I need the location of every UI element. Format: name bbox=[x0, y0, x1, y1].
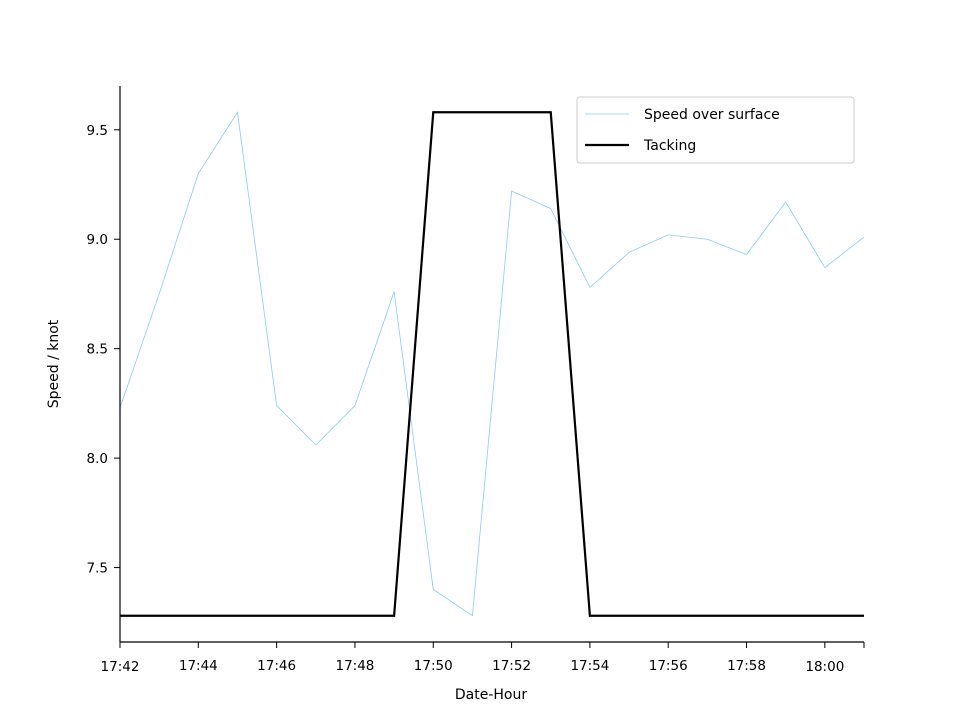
y-tick-label: 9.0 bbox=[87, 232, 108, 248]
series-line-2 bbox=[120, 111, 864, 617]
x-tick-label: 17:46 bbox=[257, 658, 296, 674]
x-tick-label: 17:54 bbox=[570, 658, 609, 674]
axes-layer: 17:42 17:44 17:46 17:48 17:50 17:52 17:54 17:56… bbox=[87, 86, 865, 675]
y-tick-label: 9.5 bbox=[87, 123, 108, 139]
legend-label-2: Tacking bbox=[643, 138, 696, 154]
x-tick-label: 17:50 bbox=[414, 658, 453, 674]
x-tick-label: 17:48 bbox=[335, 658, 374, 674]
x-tick-label: 18:00 bbox=[805, 659, 844, 675]
legend-frame bbox=[576, 96, 855, 164]
x-tick-label: 17:56 bbox=[649, 658, 688, 674]
x-tick-label: 17:52 bbox=[492, 658, 531, 674]
series-line-1 bbox=[119, 111, 865, 617]
x-axis-label: Date-Hour bbox=[455, 687, 527, 703]
y-axis-label: Speed / knot bbox=[46, 319, 62, 408]
legend-label-1: Speed over surface bbox=[644, 107, 780, 123]
y-tick-label: 8.5 bbox=[87, 342, 108, 358]
y-tick-label: 7.5 bbox=[87, 561, 108, 577]
y-tick-label: 8.0 bbox=[87, 451, 108, 467]
x-tick-label: 17:58 bbox=[727, 658, 766, 674]
x-tick-label: 17:42 bbox=[101, 659, 140, 675]
x-tick-label: 17:44 bbox=[179, 658, 218, 674]
legend: Speed over surface Tacking bbox=[576, 96, 855, 164]
series-layer bbox=[119, 111, 865, 617]
